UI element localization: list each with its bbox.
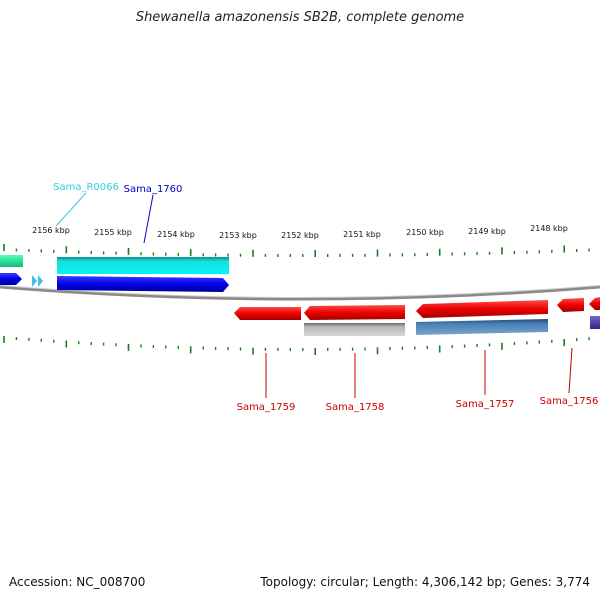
genome-backbone-highlight	[0, 285, 600, 298]
tick-track-bottom	[3, 336, 590, 355]
gene-feature-red-right[interactable]	[589, 297, 600, 310]
axis-tick-label: 2150 kbp	[406, 228, 444, 237]
gene-feature-green[interactable]	[0, 255, 23, 267]
gene-feature-blue-left[interactable]	[0, 273, 22, 285]
gene-feature-red[interactable]	[416, 300, 548, 318]
genome-backbone	[0, 285, 600, 301]
feature-label-sama-1760[interactable]: Sama_1760	[124, 184, 183, 195]
feature-label-sama-1757[interactable]: Sama_1757	[456, 399, 515, 410]
axis-tick-label: 2155 kbp	[94, 228, 132, 237]
leader-line	[568, 347, 573, 394]
axis-tick-label: 2151 kbp	[343, 230, 381, 239]
gene-feature-tiny-arrow[interactable]	[38, 275, 43, 287]
cds-feature-steel[interactable]	[416, 319, 548, 335]
leader-line	[143, 194, 154, 244]
axis-tick-label: 2152 kbp	[281, 231, 319, 240]
gene-feature-cyan[interactable]	[57, 257, 229, 274]
cds-feature-purple[interactable]	[590, 316, 600, 329]
cds-feature-gray[interactable]	[304, 323, 405, 336]
accession-text: Accession: NC_008700	[9, 575, 146, 589]
feature-label-sama-r0066[interactable]: Sama_R0066	[53, 182, 119, 193]
axis-tick-label: 2148 kbp	[530, 224, 568, 233]
feature-label-sama-1756[interactable]: Sama_1756	[540, 396, 599, 407]
gene-feature-tiny-arrow[interactable]	[32, 275, 37, 287]
axis-tick-label: 2154 kbp	[157, 230, 195, 239]
genome-title: Shewanella amazonensis SB2B, complete ge…	[135, 10, 465, 25]
reverse-strand-features	[234, 297, 600, 336]
feature-label-sama-1758[interactable]: Sama_1758	[326, 402, 385, 413]
gene-feature-red[interactable]	[304, 305, 405, 320]
feature-label-sama-1759[interactable]: Sama_1759	[237, 402, 296, 413]
genome-summary-text: Topology: circular; Length: 4,306,142 bp…	[260, 575, 590, 589]
tick-track-top	[3, 244, 590, 257]
axis-tick-label: 2149 kbp	[468, 227, 506, 236]
forward-strand-features	[0, 255, 229, 292]
leader-line	[55, 192, 87, 227]
feature-labels: Sama_R0066 Sama_1760 Sama_1759 Sama_1758…	[53, 182, 598, 413]
axis-labels: 2156 kbp 2155 kbp 2154 kbp 2153 kbp 2152…	[32, 224, 568, 240]
gene-feature-red[interactable]	[234, 307, 301, 320]
gene-feature-blue[interactable]	[57, 276, 229, 292]
axis-tick-label: 2153 kbp	[219, 231, 257, 240]
gene-feature-red[interactable]	[557, 298, 584, 312]
axis-tick-label: 2156 kbp	[32, 226, 70, 235]
